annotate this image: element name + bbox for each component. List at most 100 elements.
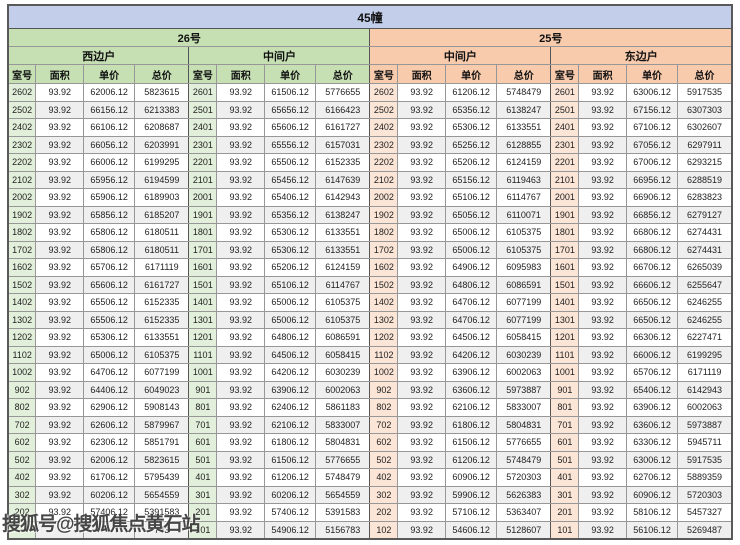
room-number-cell: 1101 bbox=[188, 345, 218, 364]
room-number-cell: 2101 bbox=[550, 170, 580, 189]
value-cell: 93.92 bbox=[397, 415, 447, 434]
value-cell: 5748479 bbox=[496, 83, 552, 102]
value-cell: 93.92 bbox=[35, 450, 85, 469]
table-row: 1102 93.92 65006.12 6105375 1101 93.92 64506.1… bbox=[7, 345, 733, 364]
column-header: 面积 bbox=[216, 64, 266, 84]
room-number-cell: 801 bbox=[550, 398, 580, 417]
value-cell: 67056.12 bbox=[626, 135, 679, 154]
column-header: 单价 bbox=[626, 64, 679, 84]
value-cell: 93.92 bbox=[35, 240, 85, 259]
table-row: 2302 93.92 66056.12 6203991 2301 93.92 65556.1… bbox=[7, 135, 733, 154]
value-cell: 93.92 bbox=[397, 188, 447, 207]
value-cell: 61806.12 bbox=[445, 415, 498, 434]
value-cell: 93.92 bbox=[397, 433, 447, 452]
value-cell: 63906.12 bbox=[264, 380, 317, 399]
value-cell: 62306.12 bbox=[83, 433, 136, 452]
value-cell: 93.92 bbox=[578, 328, 628, 347]
value-cell: 66706.12 bbox=[626, 258, 679, 277]
value-cell: 65356.12 bbox=[264, 205, 317, 224]
value-cell: 6274431 bbox=[677, 240, 733, 259]
room-number-cell: 202 bbox=[7, 503, 37, 522]
value-cell: 93.92 bbox=[578, 135, 628, 154]
value-cell: 93.92 bbox=[35, 380, 85, 399]
value-cell: 6152335 bbox=[134, 310, 190, 329]
value-cell: 6105375 bbox=[315, 293, 371, 312]
value-cell: 6180511 bbox=[134, 223, 190, 242]
room-number-cell: 1401 bbox=[188, 293, 218, 312]
value-cell: 93.92 bbox=[578, 170, 628, 189]
room-number-cell: 1802 bbox=[369, 223, 399, 242]
room-number-cell: 202 bbox=[369, 503, 399, 522]
value-cell: 65656.12 bbox=[264, 100, 317, 119]
value-cell: 6124159 bbox=[315, 258, 371, 277]
value-cell: 6105375 bbox=[134, 345, 190, 364]
value-cell: 93.92 bbox=[397, 240, 447, 259]
value-cell: 57106.12 bbox=[445, 503, 498, 522]
value-cell: 5654559 bbox=[134, 485, 190, 504]
value-cell: 64406.12 bbox=[83, 380, 136, 399]
value-cell: 5626383 bbox=[496, 485, 552, 504]
value-cell: 93.92 bbox=[35, 433, 85, 452]
value-cell: 93.92 bbox=[216, 363, 266, 382]
room-number-cell: 2201 bbox=[188, 153, 218, 172]
column-header: 面积 bbox=[578, 64, 628, 84]
value-cell: 93.92 bbox=[216, 83, 266, 102]
value-cell: 6152335 bbox=[134, 293, 190, 312]
value-cell: 66006.12 bbox=[626, 345, 679, 364]
room-number-cell: 602 bbox=[7, 433, 37, 452]
room-number-cell: 601 bbox=[550, 433, 580, 452]
value-cell: 93.92 bbox=[578, 380, 628, 399]
value-cell: 6227471 bbox=[677, 328, 733, 347]
value-cell: 59906.12 bbox=[445, 485, 498, 504]
value-cell: 6152335 bbox=[315, 153, 371, 172]
value-cell: 6166423 bbox=[315, 100, 371, 119]
value-cell: 66906.12 bbox=[626, 188, 679, 207]
value-cell: 6293215 bbox=[677, 153, 733, 172]
value-cell: 65606.12 bbox=[264, 118, 317, 137]
value-cell: 93.92 bbox=[35, 153, 85, 172]
value-cell: 56106.12 bbox=[626, 520, 679, 540]
table-row: 2602 93.92 62006.12 5823615 2601 93.92 61506.1… bbox=[7, 83, 733, 102]
room-number-cell: 2302 bbox=[7, 135, 37, 154]
value-cell: 6138247 bbox=[496, 100, 552, 119]
value-cell: 67006.12 bbox=[626, 153, 679, 172]
value-cell: 93.92 bbox=[216, 170, 266, 189]
room-number-cell: 802 bbox=[7, 398, 37, 417]
value-cell: 61806.12 bbox=[264, 433, 317, 452]
value-cell: 6180511 bbox=[134, 240, 190, 259]
room-number-cell: 1201 bbox=[550, 328, 580, 347]
value-cell: 93.92 bbox=[578, 118, 628, 137]
value-cell: 93.92 bbox=[35, 118, 85, 137]
table-row: 1302 93.92 65506.12 6152335 1301 93.92 65006.1… bbox=[7, 310, 733, 329]
table-row: 502 93.92 62006.12 5823615 501 93.92 61506.12 5… bbox=[7, 450, 733, 469]
room-number-cell: 2501 bbox=[188, 100, 218, 119]
value-cell: 5128607 bbox=[496, 520, 552, 540]
value-cell: 93.92 bbox=[578, 503, 628, 522]
value-cell: 93.92 bbox=[216, 293, 266, 312]
unit-header-row: 西边户 中间户 中间户 东边户 bbox=[7, 46, 733, 65]
value-cell: 6279127 bbox=[677, 205, 733, 224]
room-number-cell: 1002 bbox=[7, 363, 37, 382]
value-cell: 66806.12 bbox=[626, 240, 679, 259]
value-cell: 66506.12 bbox=[626, 293, 679, 312]
value-cell: 5776655 bbox=[496, 433, 552, 452]
room-number-cell: 1602 bbox=[369, 258, 399, 277]
table-row: 1902 93.92 65856.12 6185207 1901 93.92 65356.1… bbox=[7, 205, 733, 224]
room-number-cell: 2002 bbox=[7, 188, 37, 207]
value-cell: 93.92 bbox=[35, 188, 85, 207]
value-cell: 93.92 bbox=[216, 345, 266, 364]
value-cell: 93.92 bbox=[216, 188, 266, 207]
room-number-cell: 2502 bbox=[369, 100, 399, 119]
room-number-cell: 901 bbox=[188, 380, 218, 399]
table-row: 902 93.92 64406.12 6049023 901 93.92 63906.12 6… bbox=[7, 380, 733, 399]
value-cell: 62106.12 bbox=[264, 415, 317, 434]
room-number-cell: 1901 bbox=[550, 205, 580, 224]
value-cell: 93.92 bbox=[578, 485, 628, 504]
price-table: 45幢 26号 25号 西边户 中间户 中间户 东边户 室号 面积 单价 总价 室号 面积… bbox=[7, 4, 733, 540]
value-cell: 66106.12 bbox=[83, 118, 136, 137]
value-cell: 93.92 bbox=[578, 223, 628, 242]
value-cell: 5889359 bbox=[677, 468, 733, 487]
value-cell: 93.92 bbox=[397, 485, 447, 504]
value-cell: 93.92 bbox=[216, 398, 266, 417]
room-number-cell: 2602 bbox=[7, 83, 37, 102]
